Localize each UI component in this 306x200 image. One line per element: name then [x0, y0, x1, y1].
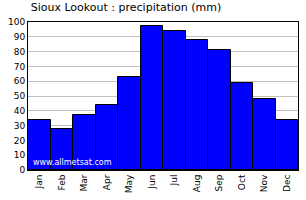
svg-text:Sioux Lookout : precipitation: Sioux Lookout : precipitation (mm) [31, 1, 222, 14]
svg-text:www.allmetsat.com: www.allmetsat.com [33, 158, 112, 167]
svg-text:10: 10 [14, 150, 26, 160]
svg-text:0: 0 [19, 165, 25, 175]
svg-text:Sep: Sep [214, 174, 224, 191]
svg-text:Jun: Jun [147, 175, 157, 190]
svg-text:Nov: Nov [259, 174, 269, 192]
svg-text:40: 40 [14, 106, 26, 116]
svg-text:Feb: Feb [57, 174, 67, 190]
svg-text:80: 80 [14, 47, 26, 57]
svg-text:Aug: Aug [192, 175, 202, 193]
svg-text:60: 60 [14, 76, 26, 86]
svg-text:Oct: Oct [237, 174, 247, 190]
svg-text:90: 90 [14, 32, 26, 42]
svg-text:Dec: Dec [282, 175, 292, 192]
svg-text:Mar: Mar [79, 174, 89, 191]
svg-text:100: 100 [8, 17, 25, 27]
svg-text:Jan: Jan [34, 175, 44, 190]
svg-text:70: 70 [14, 62, 26, 72]
svg-text:Apr: Apr [102, 174, 112, 190]
svg-text:Jul: Jul [169, 175, 179, 187]
svg-text:May: May [124, 174, 134, 193]
svg-text:20: 20 [14, 136, 26, 146]
svg-text:30: 30 [14, 121, 26, 131]
svg-text:50: 50 [14, 91, 26, 101]
